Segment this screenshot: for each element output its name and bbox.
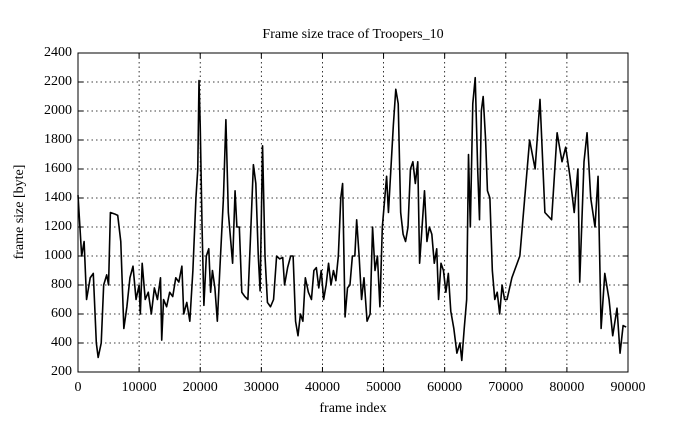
x-tick-label: 90000 [611, 380, 646, 395]
y-tick-label: 1800 [44, 132, 72, 147]
chart-title: Frame size trace of Troopers_10 [262, 27, 443, 42]
x-tick-label: 10000 [122, 380, 157, 395]
y-tick-label: 1000 [44, 248, 72, 263]
y-tick-label: 400 [51, 335, 72, 350]
x-tick-label: 40000 [305, 380, 340, 395]
x-tick-label: 60000 [427, 380, 462, 395]
y-tick-label: 600 [51, 306, 72, 321]
y-tick-label: 2400 [44, 45, 72, 60]
x-axis-label: frame index [319, 401, 386, 416]
plot-frame [77, 52, 629, 373]
y-axis-label: frame size [byte] [12, 165, 27, 260]
y-tick-label: 1400 [44, 190, 72, 205]
x-tick-label: 50000 [366, 380, 401, 395]
x-tick-label: 70000 [488, 380, 523, 395]
x-tick-label: 80000 [549, 380, 584, 395]
x-tick-label: 0 [75, 380, 82, 395]
y-tick-label: 800 [51, 277, 72, 292]
y-tick-label: 1200 [44, 219, 72, 234]
y-tick-label: 2000 [44, 103, 72, 118]
y-tick-label: 1600 [44, 161, 72, 176]
x-tick-label: 20000 [183, 380, 218, 395]
data-line [77, 76, 627, 362]
y-tick-label: 200 [51, 364, 72, 379]
x-tick-label: 30000 [244, 380, 279, 395]
y-tick-label: 2200 [44, 74, 72, 89]
